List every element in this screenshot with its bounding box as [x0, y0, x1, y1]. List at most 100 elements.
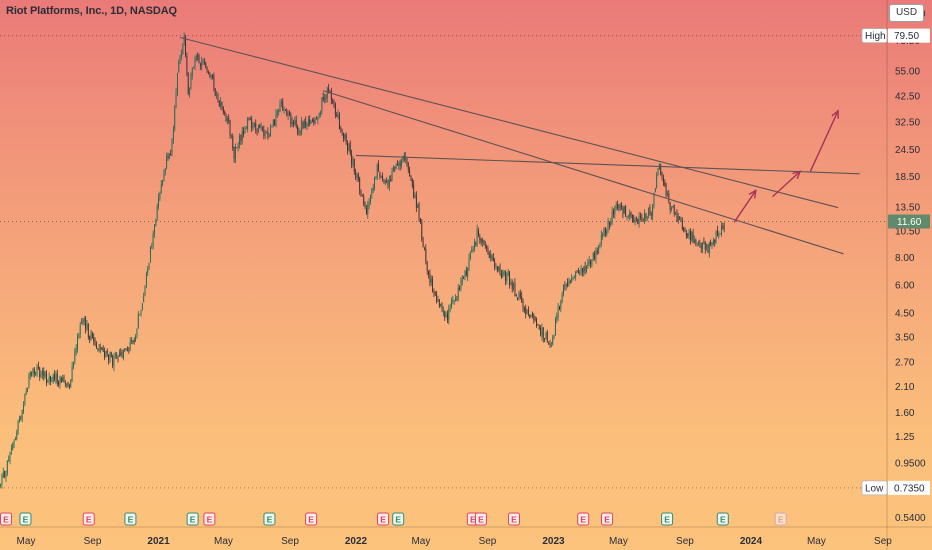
candle-body — [602, 232, 604, 237]
candle-body — [318, 112, 320, 117]
earnings-marker — [0, 512, 12, 526]
candle-body — [495, 266, 497, 267]
candle-body — [581, 267, 583, 273]
candle-body — [401, 160, 402, 166]
candle-body — [433, 291, 435, 293]
candle-body — [641, 216, 643, 219]
candle-body — [197, 55, 199, 57]
candle-body — [521, 296, 523, 303]
candle-body — [17, 421, 19, 432]
trendlines[interactable] — [180, 36, 860, 255]
candle-body — [199, 64, 201, 67]
earnings-marker-label: E — [604, 515, 610, 525]
candle-body — [522, 301, 524, 309]
currency-button[interactable]: USD — [889, 4, 924, 22]
candle-body — [159, 192, 161, 199]
candle-body — [109, 353, 111, 362]
candle-body — [398, 163, 400, 166]
candle-body — [635, 217, 637, 219]
candle-body — [525, 308, 527, 315]
candle-body — [58, 382, 60, 386]
candle-body — [355, 171, 357, 179]
earnings-marker-label: E — [23, 515, 29, 525]
candle-body — [203, 61, 205, 64]
candle-body — [568, 281, 570, 286]
candle-body — [284, 110, 286, 112]
earnings-marker-label: E — [470, 515, 476, 525]
candle-body — [108, 354, 110, 361]
candle-body — [235, 146, 236, 159]
candle-body — [66, 383, 68, 385]
candle-body — [264, 133, 266, 136]
candle-body — [664, 182, 666, 186]
earnings-marker — [577, 512, 590, 526]
candle-body — [6, 460, 8, 474]
candle-body — [33, 369, 35, 374]
time-axis[interactable]: May Sep 2021 May Sep 2022 May Sep 2023 May Sep 2024… — [17, 536, 893, 547]
candle-body — [102, 348, 104, 352]
candle-body — [247, 117, 249, 129]
projection-arrows[interactable] — [733, 109, 839, 223]
candle-body — [106, 350, 108, 354]
candle-body — [241, 130, 243, 141]
candle-body — [136, 328, 138, 336]
candle-body — [187, 74, 189, 94]
candle-body — [91, 333, 93, 338]
candle-body — [379, 172, 381, 177]
earnings-marker — [305, 512, 318, 526]
candle-body — [291, 121, 293, 125]
candle-body — [409, 169, 411, 177]
candle-body — [421, 221, 423, 240]
candle-body — [283, 109, 285, 111]
candle-body — [224, 111, 226, 114]
candle-body — [279, 104, 281, 112]
candle-body — [550, 345, 552, 346]
candle-body — [124, 348, 126, 350]
earnings-marker — [377, 512, 390, 526]
candle-body — [301, 121, 303, 134]
candle-body — [657, 168, 659, 176]
candle-body — [225, 115, 227, 122]
candle-body — [174, 107, 176, 130]
candle-body — [592, 252, 594, 260]
candle-body — [2, 472, 4, 478]
candle-body — [205, 62, 207, 68]
candle-body — [584, 265, 586, 272]
candle-body — [399, 163, 401, 166]
candle-body — [557, 307, 559, 317]
candle-body — [27, 387, 29, 391]
candle-body — [714, 239, 716, 243]
candle-body — [336, 114, 338, 117]
candle-body — [529, 314, 531, 318]
candle-body — [418, 203, 420, 220]
candle-body — [711, 243, 713, 246]
candle-body — [676, 211, 678, 222]
candle-body — [163, 172, 165, 181]
candle-body — [499, 266, 501, 275]
candle-body — [97, 348, 99, 351]
candle-body — [260, 126, 262, 128]
time-tick-label: 2021 — [147, 536, 170, 547]
candle-body — [633, 219, 635, 223]
candle-body — [444, 311, 446, 318]
candle-body — [271, 126, 273, 128]
high-label: High — [865, 31, 886, 42]
candle-body — [629, 213, 631, 217]
candle-body — [140, 310, 142, 315]
price-axis[interactable]: 100.0075.5055.0042.5032.5024.5018.5013.5… — [861, 9, 930, 524]
candle-body — [621, 204, 623, 207]
candle-body — [356, 174, 358, 178]
candle-body — [472, 249, 474, 251]
candle-body — [75, 348, 77, 353]
candle-body — [214, 88, 216, 96]
candle-body — [101, 347, 103, 350]
candle-body — [21, 410, 23, 419]
candle-body — [340, 127, 342, 129]
candle-body — [79, 324, 81, 334]
earnings-marker-label: E — [308, 515, 314, 525]
candle-body — [289, 112, 290, 114]
candle-body — [19, 418, 20, 422]
